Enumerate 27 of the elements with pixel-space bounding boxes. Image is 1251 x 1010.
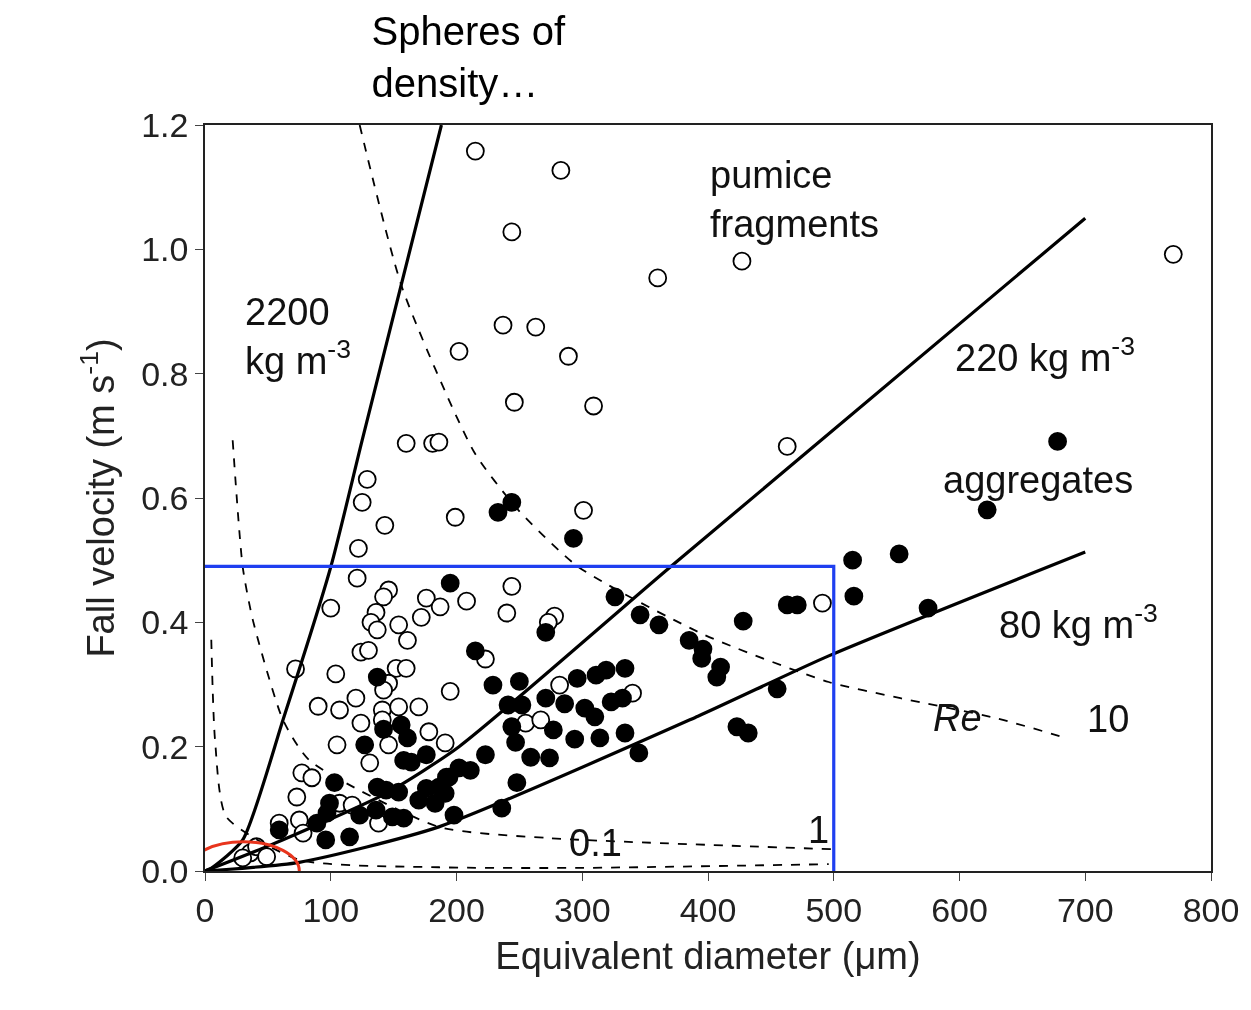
annotation: 1 <box>808 809 830 851</box>
annotation: 80 kg m$^{-3}$ <box>999 598 1158 646</box>
annotation: 0.1 <box>569 822 622 864</box>
y-tick-label: 1.0 <box>141 230 189 269</box>
x-tick-label: 300 <box>553 890 611 929</box>
annotation: aggregates <box>943 459 1134 501</box>
y-tick-label: 0.0 <box>141 851 189 890</box>
x-tick-label: 200 <box>428 890 485 929</box>
annotation: Re <box>933 697 982 739</box>
x-tick-label: 700 <box>1056 890 1114 929</box>
y-tick-label: 1.2 <box>141 105 189 144</box>
annotation: pumice fragments <box>710 154 879 246</box>
chart-title: Spheres of density… <box>371 9 566 106</box>
x-tick-label: 0 <box>195 890 215 929</box>
y-tick-label: 0.4 <box>141 603 189 642</box>
annotation: 10 <box>1087 698 1130 740</box>
annotation: 2200 kg m$^{-3}$ <box>245 291 352 383</box>
x-tick-label: 600 <box>931 890 988 929</box>
x-axis-title: Equivalent diameter (μm) <box>495 935 921 978</box>
x-tick-label: 800 <box>1182 890 1240 929</box>
x-tick-label: 100 <box>302 890 360 929</box>
annotation: 220 kg m$^{-3}$ <box>955 331 1135 379</box>
x-tick-label: 500 <box>805 890 863 929</box>
x-tick-label: 400 <box>679 890 737 929</box>
y-tick-label: 0.6 <box>141 478 189 517</box>
y-tick-label: 0.2 <box>141 727 189 766</box>
y-tick-label: 0.8 <box>141 354 189 393</box>
